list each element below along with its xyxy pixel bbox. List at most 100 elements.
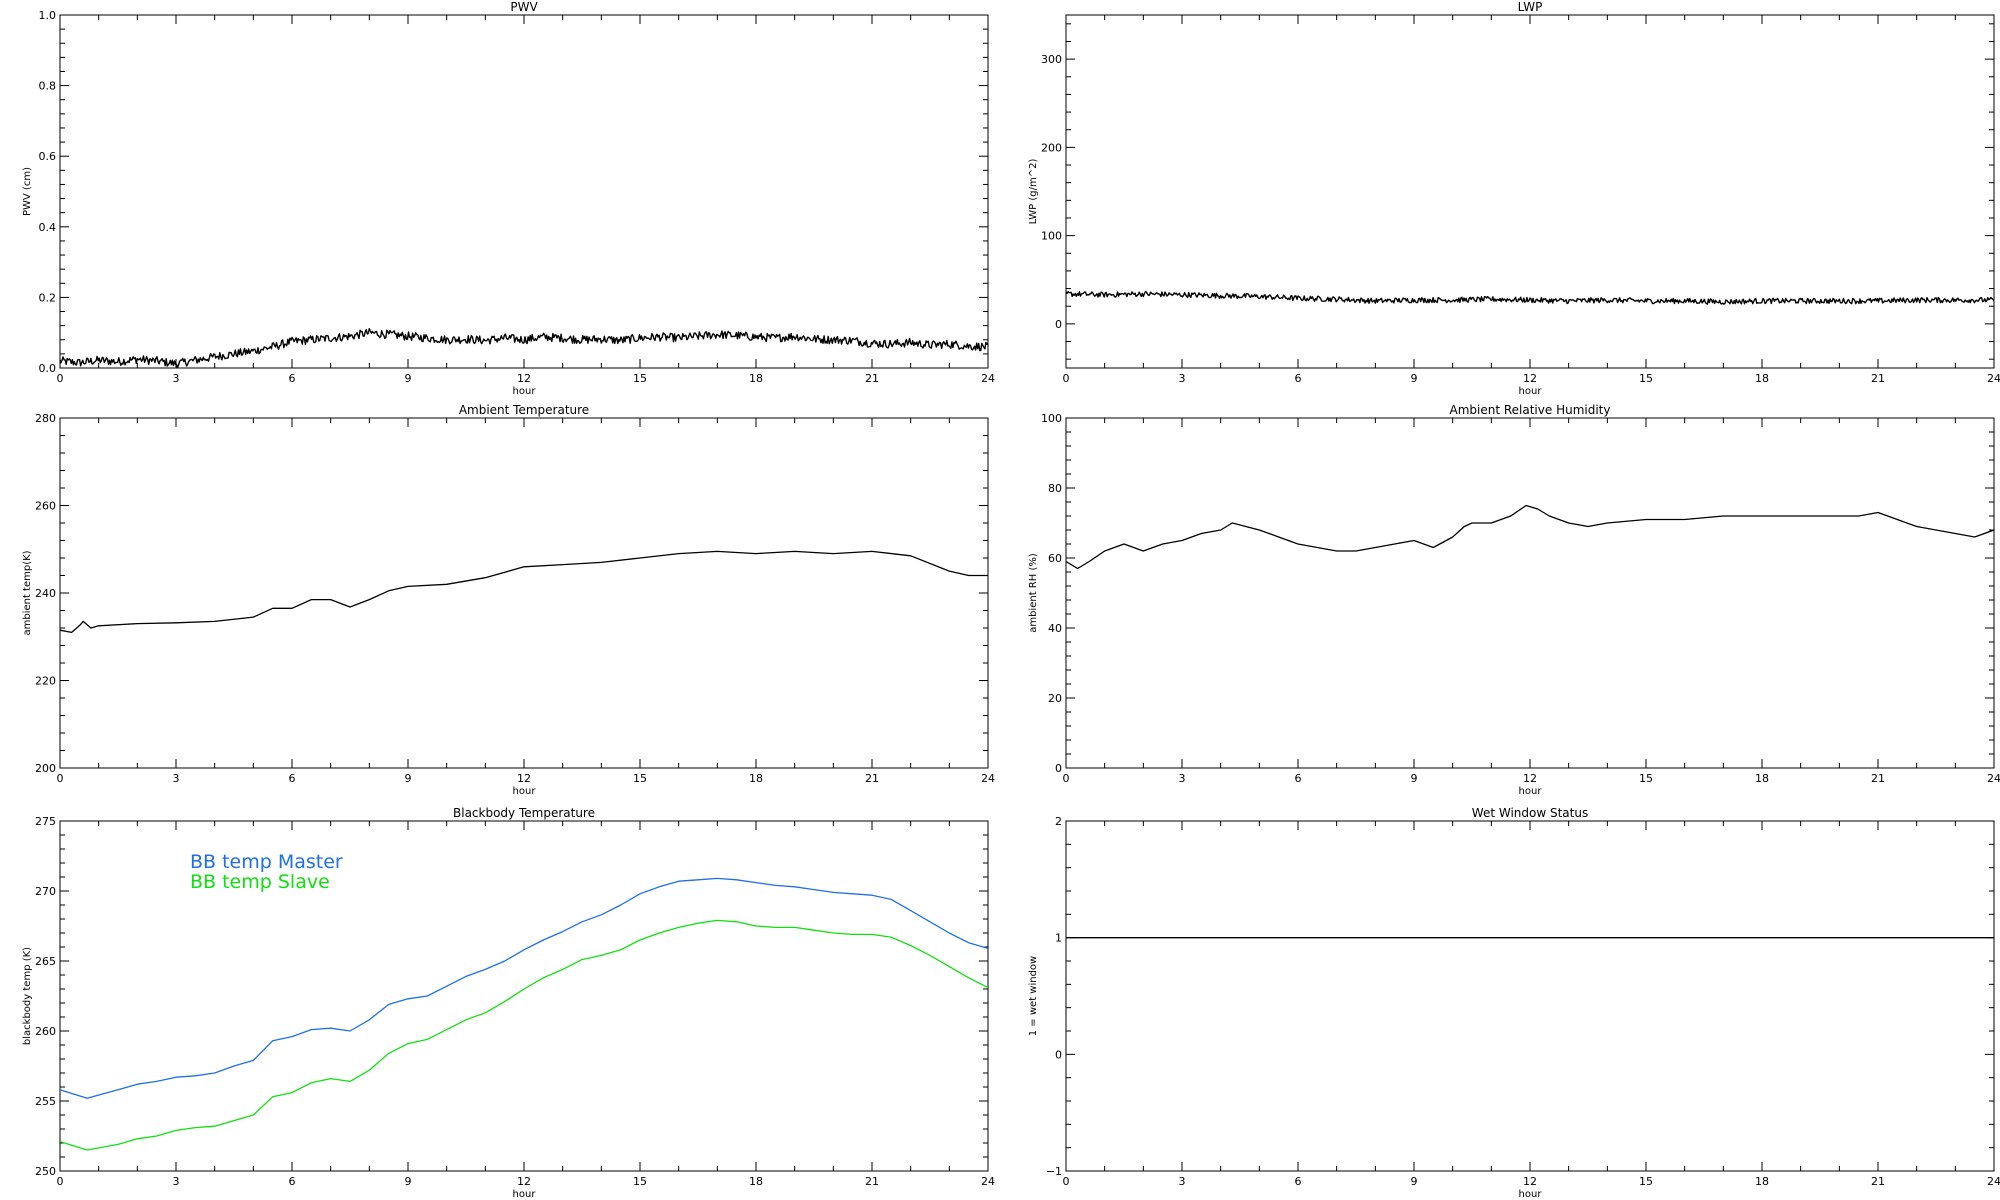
x-tick-label: 3 (1179, 1175, 1186, 1188)
series-line-0 (60, 328, 988, 368)
x-tick-label: 12 (517, 372, 531, 385)
y-axis-label: PWV (cm) (22, 167, 33, 216)
x-tick-label: 21 (1871, 772, 1885, 785)
chart-title: Ambient Relative Humidity (1450, 403, 1611, 417)
x-tick-label: 15 (633, 1175, 647, 1188)
y-axis-label: LWP (g/m^2) (1028, 159, 1039, 225)
y-tick-label: 60 (1048, 552, 1062, 565)
y-tick-label: 0.4 (39, 221, 57, 234)
x-tick-label: 24 (1987, 372, 2000, 385)
y-tick-label: 2 (1055, 815, 1062, 828)
y-tick-label: 20 (1048, 692, 1062, 705)
x-tick-label: 18 (1755, 372, 1769, 385)
y-tick-label: 250 (35, 1165, 56, 1178)
x-tick-label: 24 (1987, 772, 2000, 785)
series-line-0 (60, 877, 988, 1099)
plot-frame (1065, 14, 1995, 369)
x-tick-label: 9 (405, 772, 412, 785)
x-tick-label: 12 (1523, 772, 1537, 785)
legend-entry-1: BB temp Slave (190, 871, 330, 893)
y-tick-label: 0.0 (39, 362, 57, 375)
y-tick-label: 1 (1055, 932, 1062, 945)
plot-frame (1065, 820, 1995, 1172)
x-tick-label: 15 (1639, 372, 1653, 385)
y-axis-label: 1 = wet window (1028, 956, 1039, 1036)
x-tick-label: 24 (981, 1175, 995, 1188)
x-tick-label: 3 (1179, 372, 1186, 385)
chart-panel-0: PWV 0 3 6 9 12 15 18 21 24 0.0 0.2 0.4 0.6 0.8 1.0 hour P… (22, 0, 995, 397)
x-tick-label: 18 (749, 372, 763, 385)
chart-title: Wet Window Status (1472, 806, 1588, 820)
x-tick-label: 0 (57, 1175, 64, 1188)
x-tick-label: 21 (865, 372, 879, 385)
y-tick-label: 255 (35, 1095, 56, 1108)
x-tick-label: 6 (289, 1175, 296, 1188)
x-tick-label: 9 (1411, 1175, 1418, 1188)
series-line-0 (60, 550, 988, 634)
x-tick-label: 9 (1411, 772, 1418, 785)
x-tick-label: 3 (173, 372, 180, 385)
y-tick-label: −1 (1046, 1165, 1062, 1178)
y-tick-label: 80 (1048, 482, 1062, 495)
x-tick-label: 18 (1755, 772, 1769, 785)
y-tick-label: 220 (35, 675, 56, 688)
x-tick-label: 12 (1523, 372, 1537, 385)
x-tick-label: 24 (1987, 1175, 2000, 1188)
x-tick-label: 9 (405, 372, 412, 385)
x-tick-label: 12 (517, 772, 531, 785)
y-tick-label: 0.6 (39, 150, 57, 163)
chart-title: LWP (1518, 0, 1543, 14)
chart-title: Ambient Temperature (459, 403, 589, 417)
chart-panel-3: Ambient Relative Humidity 0 3 6 9 12 15 18 21 24 0… (1028, 403, 2000, 797)
y-tick-label: 40 (1048, 622, 1062, 635)
x-tick-label: 18 (1755, 1175, 1769, 1188)
y-tick-label: 0.8 (39, 80, 57, 93)
x-tick-label: 24 (981, 772, 995, 785)
y-tick-label: 270 (35, 885, 56, 898)
y-tick-label: 280 (35, 412, 56, 425)
y-tick-label: 0.2 (39, 291, 57, 304)
legend-entry-0: BB temp Master (190, 851, 343, 873)
x-tick-label: 6 (1295, 772, 1302, 785)
y-tick-label: 300 (1041, 53, 1062, 66)
y-tick-label: 0 (1055, 762, 1062, 775)
x-tick-label: 6 (289, 372, 296, 385)
x-tick-label: 21 (1871, 372, 1885, 385)
chart-panel-2: Ambient Temperature 0 3 6 9 12 15 18 21 24 200 220 2… (22, 403, 995, 797)
x-tick-label: 21 (865, 772, 879, 785)
x-tick-label: 24 (981, 372, 995, 385)
y-axis-label: ambient temp(K) (22, 550, 33, 635)
y-axis-label: blackbody temp (K) (22, 947, 33, 1045)
x-axis-label: hour (513, 386, 537, 397)
y-tick-label: 200 (1041, 141, 1062, 154)
x-tick-label: 18 (749, 772, 763, 785)
x-tick-label: 15 (1639, 772, 1653, 785)
y-tick-label: 275 (35, 815, 56, 828)
x-tick-label: 9 (405, 1175, 412, 1188)
chart-title: Blackbody Temperature (453, 806, 595, 820)
y-tick-label: 0 (1055, 318, 1062, 331)
plot-frame (59, 14, 989, 369)
y-tick-label: 260 (35, 1025, 56, 1038)
y-tick-label: 100 (1041, 412, 1062, 425)
x-tick-label: 0 (57, 772, 64, 785)
x-tick-label: 6 (1295, 372, 1302, 385)
y-tick-label: 200 (35, 762, 56, 775)
x-tick-label: 0 (1063, 1175, 1070, 1188)
x-tick-label: 12 (1523, 1175, 1537, 1188)
y-tick-label: 265 (35, 955, 56, 968)
x-tick-label: 0 (57, 372, 64, 385)
x-tick-label: 0 (1063, 772, 1070, 785)
x-tick-label: 18 (749, 1175, 763, 1188)
x-axis-label: hour (1519, 1189, 1543, 1200)
x-tick-label: 3 (173, 772, 180, 785)
x-tick-label: 3 (173, 1175, 180, 1188)
y-tick-label: 1.0 (39, 9, 57, 22)
chart-panel-4: Blackbody Temperature 0 3 6 9 12 15 18 21 24 250 25… (22, 806, 995, 1200)
x-tick-label: 21 (1871, 1175, 1885, 1188)
x-tick-label: 15 (1639, 1175, 1653, 1188)
x-tick-label: 6 (289, 772, 296, 785)
plot-frame (59, 417, 989, 769)
